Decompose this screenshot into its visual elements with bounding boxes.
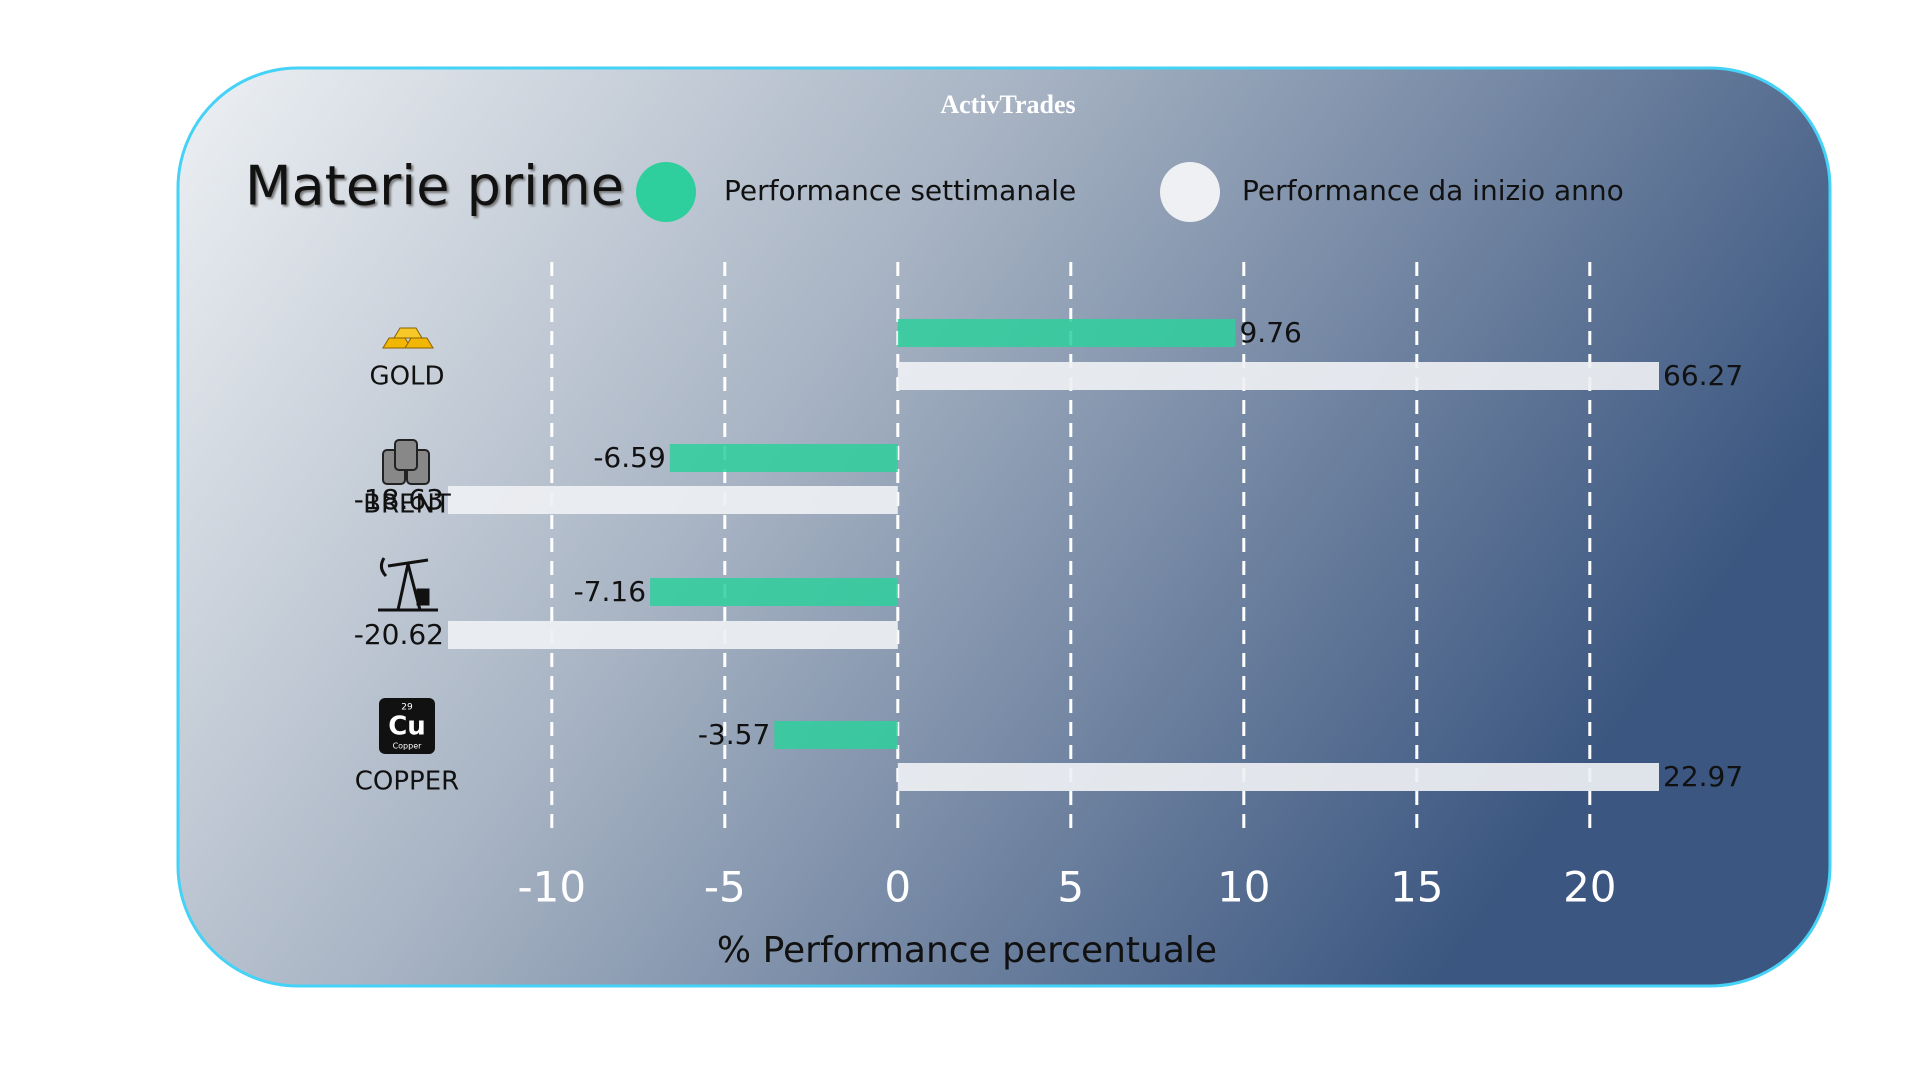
category-label: BRENT (363, 490, 451, 520)
x-axis-label: % Performance percentuale (717, 930, 1217, 971)
x-tick-label: 20 (1563, 863, 1616, 912)
value-label: -3.57 (698, 718, 770, 751)
icon-name: Copper (393, 742, 423, 751)
value-label: -7.16 (574, 575, 646, 608)
x-tick-label: 10 (1217, 863, 1270, 912)
legend-swatch (1160, 162, 1220, 222)
bar (669, 444, 898, 472)
category-label: COPPER (355, 767, 459, 797)
pumpjack-icon (378, 557, 438, 612)
brand-logo: ActivTrades (940, 90, 1075, 119)
value-label: 66.27 (1663, 359, 1743, 392)
bar (897, 362, 1659, 390)
icon-symbol: Cu (388, 712, 426, 742)
category-label: GOLD (369, 362, 444, 392)
legend-swatch (636, 162, 696, 222)
legend-label: Performance settimanale (724, 174, 1076, 207)
barrel-icon (382, 439, 430, 485)
x-tick-label: -10 (517, 863, 586, 912)
value-label: 9.76 (1239, 316, 1301, 349)
bar (448, 486, 898, 514)
bar (650, 578, 898, 606)
value-label: -6.59 (593, 441, 665, 474)
legend-label: Performance da inizio anno (1242, 174, 1624, 207)
bar (774, 721, 898, 749)
bars (448, 319, 1659, 791)
x-tick-label: 15 (1390, 863, 1443, 912)
gold-icon (382, 327, 434, 349)
copper-icon: 29 Cu Copper (379, 698, 435, 754)
x-tick-label: 0 (884, 863, 911, 912)
value-label: -20.62 (354, 618, 444, 651)
chart-title: Materie prime (245, 155, 624, 218)
icon-number: 29 (401, 703, 413, 713)
x-tick-label: -5 (704, 863, 746, 912)
x-tick-label: 5 (1057, 863, 1084, 912)
bar (448, 621, 898, 649)
bar (897, 763, 1659, 791)
value-label: -18.63 (354, 483, 444, 516)
bar (897, 319, 1236, 347)
value-label: 22.97 (1663, 760, 1743, 793)
